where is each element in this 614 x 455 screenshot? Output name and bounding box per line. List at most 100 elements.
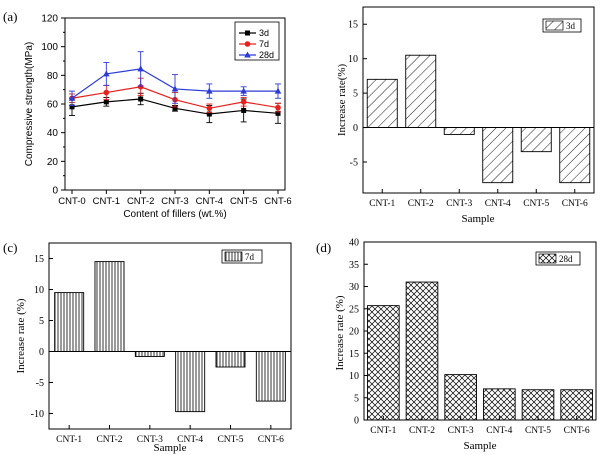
legend-28d-marker: [244, 51, 251, 58]
panel-a-xtick-label: CNT-4: [196, 196, 223, 207]
panel-b-legend-text: 3d: [566, 21, 576, 31]
panel-b-bar-chart: 15 10 5 0 -5 CNT-1 CNT-2 CNT-3 CNT-4 CNT-5 CNT-6 S…: [336, 6, 595, 225]
panel-a-xtick-label: CNT-6: [264, 196, 291, 207]
panel-c-ytick-label: 5: [39, 316, 44, 327]
series-7d-point: [137, 84, 144, 90]
panel-c-bar: [175, 351, 206, 413]
panel-a-frame: [64, 17, 286, 191]
panel-b-frame: [362, 6, 595, 194]
series-3d-point: [241, 107, 247, 113]
panel-d-legend: 28d: [535, 251, 581, 266]
panel-a-legend-box: [234, 21, 280, 61]
panel-c-bar: [134, 351, 165, 357]
panel-c-xtick-label: CNT-1: [56, 435, 82, 445]
panel-a-xtick-label: CNT-2: [127, 196, 154, 207]
panel-a-marks: 0 20 40 60 80 100 120 CNT-0 CNT-1 CNT-2 CNT-3 CNT-4…: [41, 14, 291, 208]
panel-b-xtick-label: CNT-1: [369, 199, 395, 209]
panel-a-label: (a): [3, 9, 17, 24]
panel-d-bar: [521, 389, 555, 421]
panel-c-label: (c): [3, 240, 17, 255]
panel-c-ytick-label: -5: [36, 378, 44, 389]
panel-d-ytick-label: 5: [354, 393, 359, 404]
series-28d-point: [137, 65, 144, 72]
panel-b-ytick-label: 5: [353, 89, 358, 100]
panel-d-xtick-label: CNT-3: [448, 426, 474, 436]
panel-b-bar: [520, 127, 552, 153]
panel-b-xtick-label: CNT-6: [562, 199, 588, 209]
legend-28d-text: 28d: [259, 50, 274, 60]
panel-c-legend-swatch: [224, 251, 243, 262]
panel-b-marks: 15 10 5 0 -5 CNT-1 CNT-2 CNT-3 CNT-4 CNT-5 CNT-6: [348, 20, 594, 209]
legend-3d-text: 3d: [259, 28, 269, 38]
panel-d-ytick-label: 20: [349, 327, 359, 338]
panel-b-bar: [405, 54, 437, 129]
panel-b-xtick-label: CNT-5: [523, 199, 549, 209]
panel-c-legend-text: 7d: [245, 252, 255, 262]
panel-b-bar: [482, 127, 514, 184]
series-3d-point: [206, 111, 212, 117]
series-3d-point: [69, 104, 75, 110]
legend-7d-marker: [244, 41, 251, 47]
panel-a-ytick-label: 80: [47, 71, 59, 82]
panel-a-ytick-label: 40: [47, 128, 59, 139]
panel-c-xtick-label: CNT-3: [137, 435, 163, 445]
panel-c-bar: [255, 351, 286, 402]
panel-d-xtick-label: CNT-4: [486, 426, 512, 436]
panel-a-xlabel: Content of fillers (wt.%): [123, 209, 226, 220]
panel-d-legend-text: 28d: [559, 254, 573, 264]
panel-b-xtick-label: CNT-3: [446, 199, 472, 209]
panel-a-ytick-label: 120: [41, 14, 58, 25]
panel-b-ytick-label: 10: [348, 54, 358, 65]
panel-c-marks: 15 10 5 0 -5 -10 CNT-1 CNT-2 CNT-3 CNT-4 CNT-5 CNT-…: [31, 254, 291, 445]
panel-b-xlabel: Sample: [462, 213, 495, 225]
panel-d-xlabel: Sample: [464, 440, 497, 452]
series-7d-point: [206, 105, 213, 112]
panel-d-xtick-label: CNT-2: [409, 426, 435, 436]
panel-c-ytick-label: 15: [34, 254, 44, 265]
panel-a-legend-marks: [239, 30, 256, 58]
panel-d-ytick-label: 35: [349, 260, 359, 271]
panel-a-ytick-label: 60: [47, 100, 59, 111]
panel-c-bar: [54, 292, 85, 352]
panel-a-xtick-label: CNT-0: [58, 196, 85, 207]
panel-c-bar: [94, 261, 125, 352]
series-3d-point: [103, 99, 109, 105]
panel-c-ylabel: Increase rate (%): [15, 298, 27, 373]
series-7d-point: [240, 99, 247, 105]
panel-b-legend: 3d: [542, 18, 582, 33]
panel-c-xtick-label: CNT-2: [96, 435, 122, 445]
series-28d-point: [103, 70, 110, 77]
panel-a-xtick-label: CNT-5: [230, 196, 257, 207]
panel-b-ytick-label: 15: [348, 20, 358, 31]
panel-d-ytick-label: 0: [354, 416, 359, 427]
panel-c-ytick-label: 0: [39, 347, 44, 358]
panel-b-legend-swatch: [545, 20, 564, 31]
panel-d-bar: [405, 281, 439, 421]
panel-a-xtick-label: CNT-1: [93, 196, 120, 207]
panel-d-xtick-label: CNT-6: [564, 426, 590, 436]
panel-d-bar: [483, 388, 516, 421]
series-3d-point: [138, 96, 144, 102]
panel-c-ytick-label: -10: [31, 409, 44, 420]
panel-d-legend-swatch: [538, 253, 557, 264]
panel-b-bar: [443, 127, 475, 135]
panel-b-ytick-label: 0: [353, 123, 358, 134]
legend-7d-text: 7d: [259, 39, 269, 49]
panel-d-bar-chart: (d) 0 5 10 15 20 25 30 35 40 CNT-1 CNT-2 CNT-3 CNT-4…: [316, 238, 597, 452]
panel-d-ytick-label: 25: [349, 304, 359, 315]
panel-d-xtick-label: CNT-1: [370, 426, 396, 436]
panel-d-ytick-label: 15: [349, 349, 359, 360]
panel-d-bar: [560, 389, 593, 421]
panel-b-ytick-label: -5: [350, 158, 358, 169]
panel-d-xtick-label: CNT-5: [525, 426, 551, 436]
panel-d-ytick-label: 30: [349, 282, 359, 293]
panel-a-ytick-label: 100: [41, 42, 58, 53]
panel-c-legend: 7d: [221, 249, 263, 264]
panel-b-bar: [366, 78, 398, 129]
panel-a-ytick-label: 20: [47, 157, 59, 168]
panel-a-legend: 3d 7d 28d: [234, 21, 280, 61]
series-28d-point: [274, 87, 282, 94]
panel-b-xtick-label: CNT-2: [408, 199, 434, 209]
panel-c-frame: [48, 242, 292, 430]
